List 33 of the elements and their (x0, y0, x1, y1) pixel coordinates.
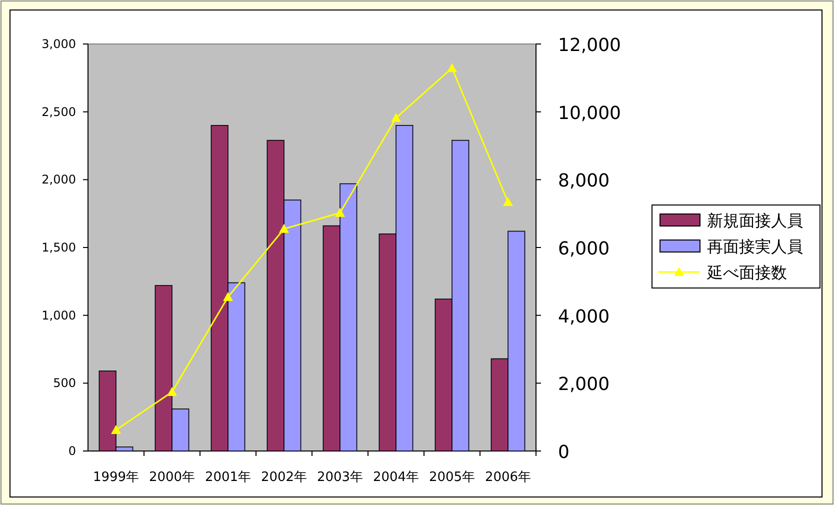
y-tick-label: 1,500 (42, 240, 76, 254)
point (335, 208, 345, 217)
point (279, 224, 289, 233)
point (111, 424, 121, 434)
y2-tick-label: 8,000 (558, 170, 610, 192)
y2-tick-label: 0 (558, 442, 570, 463)
x-tick-label: 2001年 (204, 470, 252, 485)
y2-tick-label: 10,000 (558, 102, 621, 124)
x-tick-label: 2003年 (316, 470, 364, 485)
legend-label: 延べ面接数 (706, 263, 787, 282)
point (223, 292, 233, 302)
point (167, 386, 177, 396)
y-tick-label: 3,000 (42, 37, 76, 51)
y2-tick-label: 12,000 (558, 35, 621, 56)
point (503, 197, 513, 206)
x-tick-label: 2000年 (148, 470, 196, 485)
x-tick-label: 2006年 (484, 470, 532, 485)
x-tick-label: 1999年 (92, 470, 140, 485)
y2-tick-label: 2,000 (558, 374, 610, 396)
legend-label: 再面接実人員 (707, 237, 803, 256)
x-tick-label: 2002年 (260, 470, 308, 485)
point (447, 63, 457, 72)
y-tick-label: 2,000 (42, 172, 76, 187)
x-tick-label: 2004年 (372, 470, 420, 485)
point (391, 112, 401, 122)
y2-tick-label: 6,000 (558, 238, 610, 260)
y2-tick-label: 4,000 (558, 306, 610, 328)
y-tick-label: 1,000 (42, 308, 76, 322)
x-tick-label: 2005年 (428, 470, 476, 485)
legend-label: 新規面接人員 (707, 211, 803, 230)
y-tick-label: 0 (68, 444, 76, 458)
y-tick-label: 500 (53, 376, 76, 390)
y-tick-label: 2,500 (42, 104, 76, 119)
